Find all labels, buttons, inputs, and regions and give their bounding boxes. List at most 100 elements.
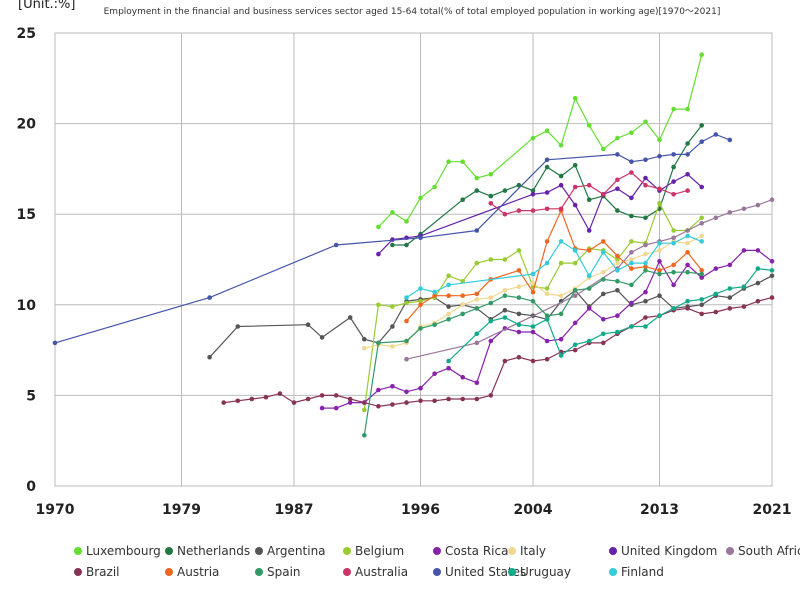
data-point-austria xyxy=(685,250,690,255)
legend-marker xyxy=(508,547,516,555)
data-point-austria xyxy=(418,302,423,308)
data-point-south-africa xyxy=(404,356,409,362)
data-point-luxembourg xyxy=(432,184,437,190)
series-line-brazil xyxy=(223,297,773,407)
data-point-united-states xyxy=(713,132,719,137)
data-point-brazil xyxy=(474,396,480,402)
data-point-italy xyxy=(474,297,480,302)
data-point-costa-rica xyxy=(404,389,409,395)
series-brazil xyxy=(221,295,775,409)
data-point-belgium xyxy=(516,248,522,253)
data-point-italy xyxy=(643,251,648,257)
data-point-spain xyxy=(544,313,550,319)
data-point-costa-rica xyxy=(544,338,550,344)
data-point-argentina xyxy=(446,304,451,309)
legend-marker xyxy=(726,547,734,555)
data-point-costa-rica xyxy=(390,384,395,389)
data-point-spain xyxy=(657,271,662,277)
data-point-italy xyxy=(362,346,367,351)
data-point-costa-rica xyxy=(516,329,522,335)
legend-label: Belgium xyxy=(355,544,404,558)
y-tick-label: 0 xyxy=(26,479,36,495)
data-point-uruguay xyxy=(488,318,494,324)
data-point-finland xyxy=(601,250,606,255)
data-point-luxembourg xyxy=(544,128,550,134)
data-point-costa-rica xyxy=(460,375,466,380)
data-point-spain xyxy=(432,322,437,328)
data-point-united-kingdom xyxy=(643,175,648,181)
legend-item-united-kingdom: United Kingdom xyxy=(609,544,717,558)
data-point-argentina xyxy=(769,273,775,279)
data-point-luxembourg xyxy=(376,224,381,230)
data-point-uruguay xyxy=(643,324,648,329)
data-point-italy xyxy=(629,257,634,262)
data-point-australia xyxy=(671,192,676,197)
series-line-luxembourg xyxy=(377,54,703,228)
data-point-uruguay xyxy=(601,331,606,337)
legend-item-belgium: Belgium xyxy=(343,544,404,558)
legend-label: Argentina xyxy=(267,544,326,558)
data-point-costa-rica xyxy=(629,300,634,306)
data-point-brazil xyxy=(263,394,269,400)
data-point-netherlands xyxy=(544,164,550,170)
legend-label: Finland xyxy=(621,565,664,579)
legend-item-brazil: Brazil xyxy=(74,565,120,579)
data-point-australia xyxy=(643,182,648,188)
data-point-brazil xyxy=(769,295,775,300)
data-point-luxembourg xyxy=(657,137,662,143)
data-point-argentina xyxy=(516,311,522,317)
series-line-netherlands xyxy=(392,125,703,246)
data-point-australia xyxy=(572,184,578,190)
data-point-finland xyxy=(572,248,578,253)
x-tick-label: 1987 xyxy=(275,502,314,518)
data-point-brazil xyxy=(249,396,255,402)
data-point-finland xyxy=(586,273,592,279)
data-point-italy xyxy=(460,302,466,308)
y-tick-label: 25 xyxy=(17,26,36,42)
legend: Luxembourg Netherlands Argentina Belgium Cos… xyxy=(74,544,800,579)
data-point-austria xyxy=(516,268,522,273)
data-point-luxembourg xyxy=(390,210,395,215)
data-point-luxembourg xyxy=(530,135,536,141)
x-tick-label: 2004 xyxy=(514,502,553,518)
legend-label: Brazil xyxy=(86,565,120,579)
data-point-uruguay xyxy=(741,284,747,290)
series-australia xyxy=(488,170,690,217)
data-point-brazil xyxy=(460,396,466,402)
data-point-spain xyxy=(572,288,578,293)
legend-marker xyxy=(165,547,173,555)
data-point-argentina xyxy=(305,322,311,328)
data-point-argentina xyxy=(347,315,353,320)
data-point-netherlands xyxy=(615,208,620,213)
x-tick-label: 2021 xyxy=(753,502,792,518)
data-point-brazil xyxy=(446,396,451,402)
data-point-argentina xyxy=(755,280,761,286)
data-point-brazil xyxy=(488,393,494,398)
data-point-south-africa xyxy=(769,197,775,202)
legend-item-uruguay: Uruguay xyxy=(508,565,571,579)
data-point-australia xyxy=(558,206,564,212)
series-spain xyxy=(362,268,704,438)
data-point-uruguay xyxy=(629,324,634,329)
data-point-luxembourg xyxy=(488,172,494,177)
legend-marker xyxy=(165,568,173,576)
legend-marker xyxy=(255,547,263,555)
y-tick-label: 5 xyxy=(26,388,36,404)
data-point-italy xyxy=(516,284,522,290)
data-point-argentina xyxy=(207,355,212,360)
data-point-austria xyxy=(474,291,480,297)
data-point-argentina xyxy=(643,298,648,304)
series-costa-rica xyxy=(319,248,775,411)
data-point-belgium xyxy=(488,257,494,262)
data-point-belgium xyxy=(404,300,409,306)
data-point-spain xyxy=(376,340,381,346)
data-point-costa-rica xyxy=(530,329,536,335)
legend-marker xyxy=(74,547,82,555)
data-point-spain xyxy=(530,298,536,304)
data-point-united-states xyxy=(207,295,212,300)
data-point-finland xyxy=(657,240,662,246)
data-point-uruguay xyxy=(586,338,592,344)
data-point-netherlands xyxy=(460,197,466,202)
data-point-finland xyxy=(643,260,648,266)
data-point-belgium xyxy=(362,407,367,413)
